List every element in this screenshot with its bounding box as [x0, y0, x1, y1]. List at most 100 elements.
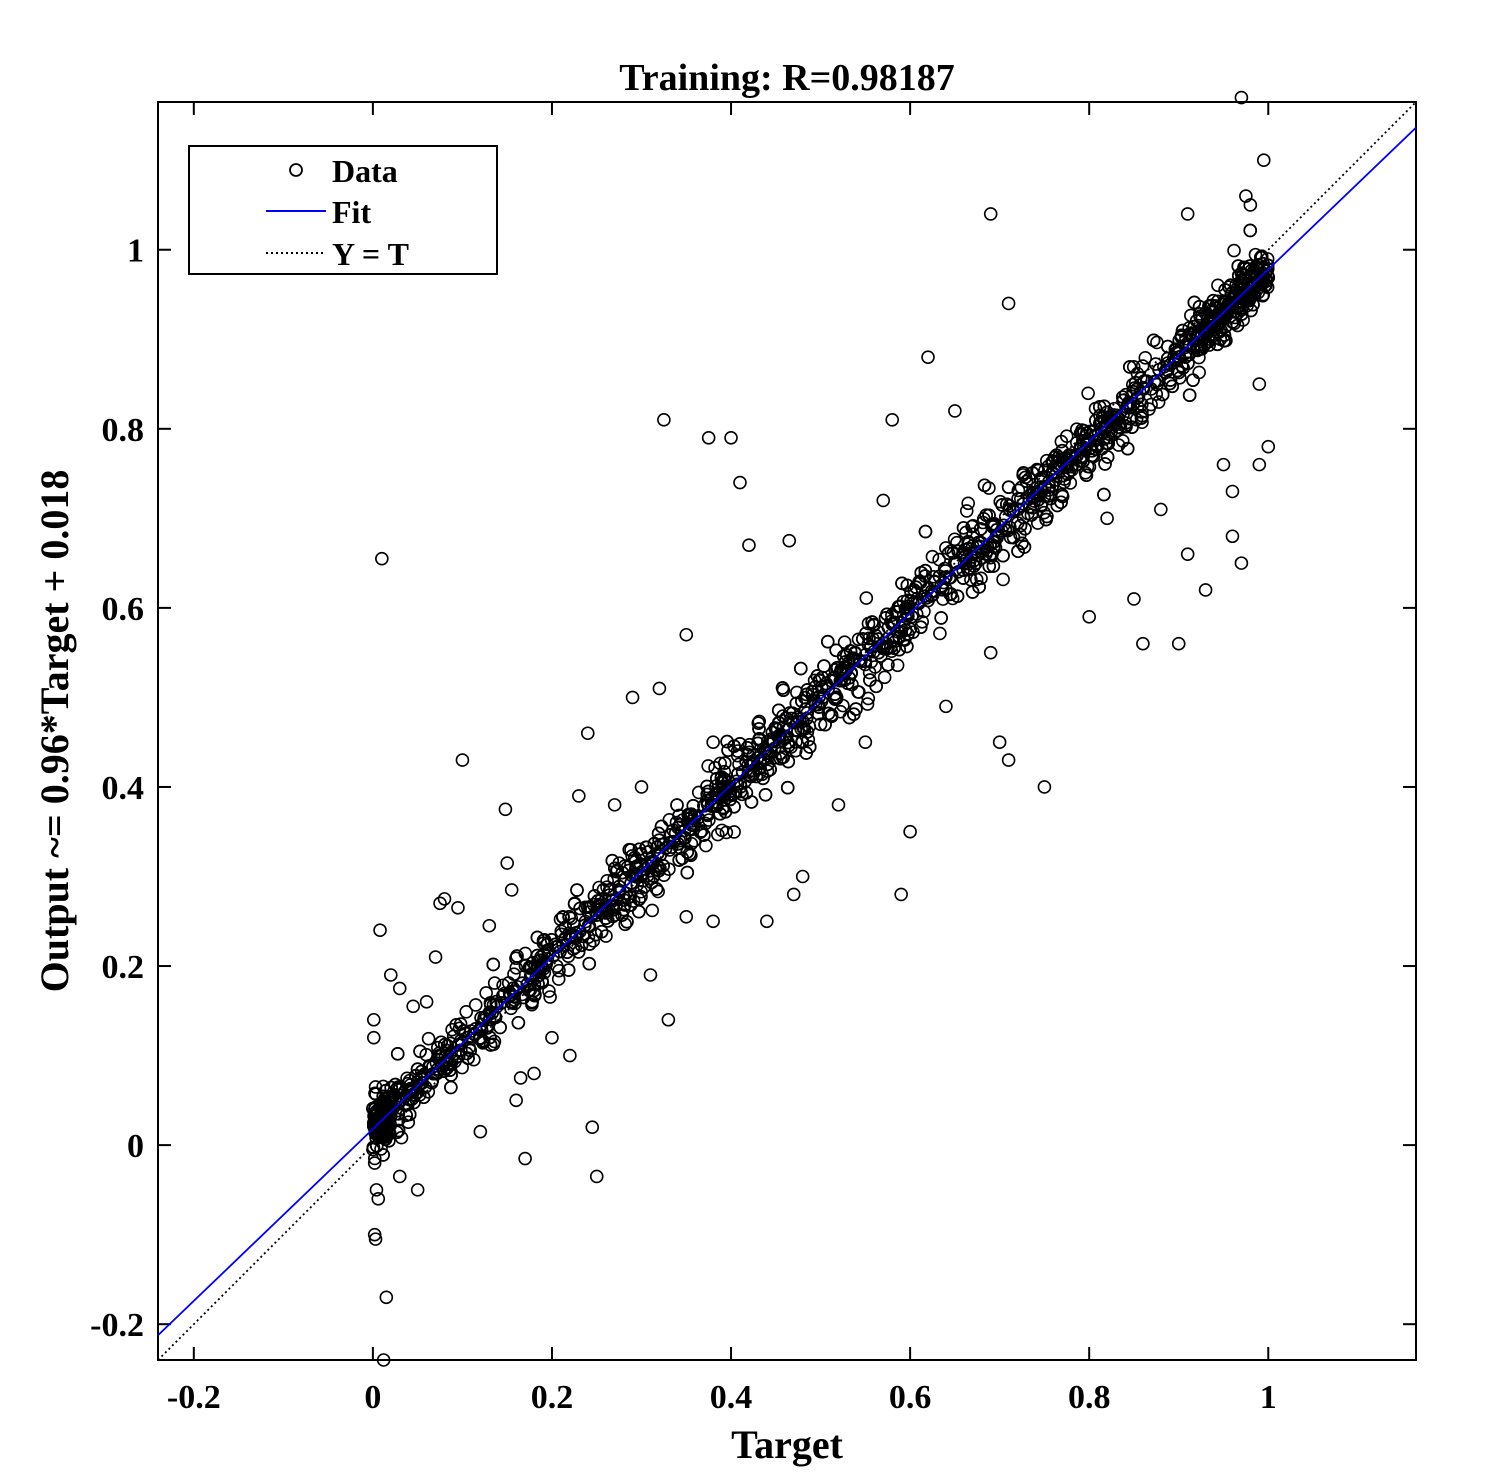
data-point: [654, 819, 669, 834]
data-point: [582, 956, 597, 971]
data-point: [543, 990, 557, 1004]
data-point: [742, 538, 756, 553]
data-point: [474, 1010, 488, 1025]
data-point: [1186, 373, 1200, 387]
data-point: [865, 615, 879, 629]
x-tick-labels: -0.2 0 0.2 0.4 0.6 0.8 1: [167, 1379, 1277, 1416]
data-point: [1243, 223, 1258, 238]
data-point: [959, 504, 974, 518]
data-point: [1054, 434, 1069, 449]
legend-data-marker-icon: [289, 163, 303, 177]
data-point: [894, 625, 909, 639]
data-point: [1147, 374, 1162, 389]
data-point: [947, 532, 962, 547]
data-point: [1033, 471, 1048, 486]
data-point: [618, 917, 632, 932]
data-point: [661, 1012, 676, 1027]
data-point: [1107, 408, 1121, 422]
data-point: [667, 834, 681, 849]
data-point: [1097, 487, 1111, 502]
data-point: [620, 914, 634, 929]
data-point: [1019, 474, 1034, 489]
fit-line: [157, 126, 1417, 1336]
data-point: [782, 533, 797, 548]
data-point: [1054, 495, 1068, 510]
data-point: [1079, 468, 1094, 482]
data-point: [373, 923, 387, 938]
data-point: [868, 660, 882, 674]
data-point: [438, 1055, 453, 1070]
data-point: [998, 523, 1013, 537]
data-point: [582, 937, 597, 951]
data-point: [818, 717, 832, 732]
data-point: [982, 508, 996, 523]
data-point: [1180, 207, 1195, 221]
data-point: [1123, 360, 1137, 374]
data-point: [986, 559, 1001, 573]
data-point: [636, 866, 651, 880]
data-point: [467, 1052, 481, 1067]
data-point: [518, 958, 533, 973]
data-point: [416, 1090, 431, 1105]
data-point: [720, 734, 734, 749]
data-point: [618, 898, 632, 912]
data-point: [1031, 463, 1046, 478]
data-point: [439, 1061, 454, 1076]
data-point: [545, 1030, 559, 1045]
data-point: [632, 892, 646, 907]
data-point: [552, 963, 566, 978]
data-point: [1252, 457, 1267, 472]
data-point: [1135, 405, 1149, 419]
data-point: [831, 798, 846, 812]
data-point: [815, 691, 830, 705]
data-point: [591, 894, 605, 908]
data-point: [819, 676, 833, 691]
data-point: [904, 585, 918, 599]
data-point: [732, 757, 746, 772]
data-point: [807, 694, 822, 708]
y-tick-label: 0.8: [102, 412, 145, 449]
data-point: [986, 535, 1001, 550]
data-point: [740, 740, 755, 755]
data-point: [510, 949, 524, 963]
data-point: [966, 553, 981, 568]
data-point: [718, 756, 732, 770]
data-point: [1037, 505, 1051, 520]
data-point: [459, 1005, 474, 1019]
data-point: [1127, 592, 1141, 606]
data-point: [932, 552, 946, 567]
data-point: [379, 1109, 393, 1123]
data-point: [451, 1049, 466, 1064]
data-point: [406, 999, 420, 1014]
data-point: [1128, 375, 1143, 390]
data-point: [563, 1048, 577, 1063]
data-point: [535, 960, 550, 974]
data-point: [652, 863, 666, 878]
data-point: [652, 833, 666, 847]
data-point: [973, 522, 988, 536]
data-point: [594, 924, 609, 939]
data-point: [1225, 529, 1240, 544]
data-point: [1243, 259, 1257, 273]
data-point: [713, 756, 727, 771]
data-point: [797, 722, 812, 736]
data-point: [772, 715, 786, 730]
data-point: [1081, 386, 1095, 401]
x-tick-label: 0.8: [1068, 1379, 1111, 1416]
data-point: [479, 986, 493, 1000]
data-point: [881, 641, 895, 656]
data-point: [515, 976, 530, 990]
data-point: [900, 593, 915, 608]
data-point: [376, 1353, 391, 1367]
data-point: [434, 1035, 448, 1050]
y-tick-label: -0.2: [90, 1307, 144, 1344]
data-point: [752, 732, 767, 746]
data-point: [1168, 353, 1182, 368]
x-tick-label: 1: [1260, 1379, 1277, 1416]
data-point: [918, 524, 933, 539]
data-point: [1252, 377, 1267, 391]
legend-fit-label: Fit: [332, 194, 371, 230]
data-point: [503, 988, 518, 1003]
data-point: [680, 865, 695, 880]
data-point: [483, 1038, 498, 1052]
